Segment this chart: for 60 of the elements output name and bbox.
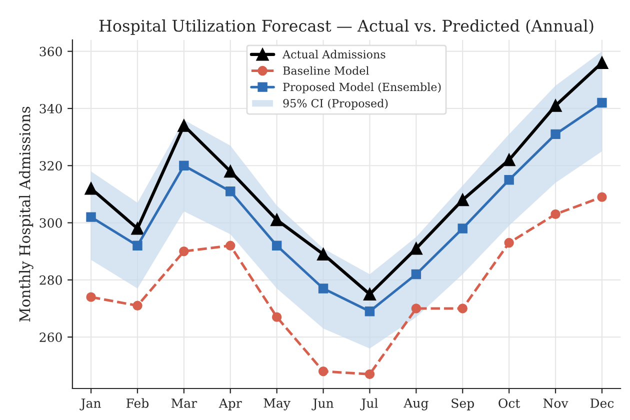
y-tick-label: 360	[40, 46, 62, 56]
point	[84, 182, 98, 195]
legend-label: Actual Admissions	[282, 50, 386, 58]
point	[549, 99, 562, 112]
y-tick-label: 280	[40, 275, 62, 285]
legend-label: Proposed Model (Ensemble)	[283, 82, 441, 94]
point	[226, 240, 236, 250]
point	[411, 304, 422, 314]
y-axis-title: Monthly Hospital Admissions	[18, 106, 34, 322]
point	[132, 300, 142, 310]
point	[458, 304, 468, 314]
point	[597, 192, 607, 202]
point	[364, 306, 375, 316]
point	[363, 288, 376, 300]
point	[458, 224, 468, 234]
point	[132, 240, 142, 250]
x-tick-label: Feb	[126, 398, 149, 408]
point	[456, 194, 469, 206]
point	[179, 160, 189, 170]
legend-label: 95% CI (Proposed)	[283, 98, 388, 110]
x-tick-label: Jan	[80, 398, 101, 410]
point	[364, 369, 375, 380]
x-tick-label: Jul	[360, 398, 378, 410]
point	[86, 212, 96, 222]
y-tick-label: 340	[40, 104, 62, 114]
x-tick-label: Apr	[218, 398, 242, 410]
x-tick-label: Aug	[404, 398, 428, 410]
point	[410, 242, 422, 255]
point	[179, 246, 189, 256]
point	[272, 240, 282, 250]
point	[504, 238, 514, 248]
y-tick-label: 300	[40, 218, 62, 228]
point	[504, 175, 514, 185]
point	[597, 98, 607, 108]
x-tick-label: May	[264, 398, 290, 410]
point	[411, 269, 422, 280]
chart-title: Hospital Utilization Forecast — Actual vs. Predicted (Annual)	[99, 19, 594, 35]
point	[226, 186, 236, 196]
legend-label: Baseline Model	[283, 66, 369, 75]
point	[550, 129, 560, 140]
x-tick-label: Sep	[452, 398, 474, 410]
x-tick-label: Oct	[498, 398, 520, 408]
x-tick-label: Nov	[543, 398, 568, 408]
point	[86, 292, 96, 302]
point	[318, 284, 328, 294]
point	[596, 56, 608, 70]
x-tick-label: Dec	[590, 398, 614, 408]
point	[317, 248, 330, 260]
point	[272, 312, 282, 322]
point	[178, 119, 190, 132]
x-tick-label: Jun	[312, 398, 334, 410]
point	[224, 165, 237, 178]
point	[550, 209, 560, 220]
point	[270, 214, 284, 226]
y-tick-label: 320	[40, 161, 62, 171]
y-tick-label: 260	[40, 332, 62, 342]
point	[502, 154, 516, 166]
point	[318, 366, 328, 376]
point	[131, 222, 144, 235]
x-tick-label: Mar	[171, 398, 198, 408]
